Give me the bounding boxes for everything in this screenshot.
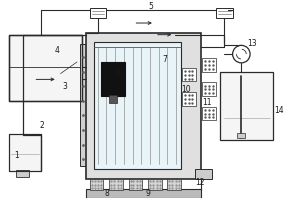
- Text: 6: 6: [116, 69, 121, 78]
- Bar: [195, 169, 212, 179]
- Bar: [101, 62, 125, 96]
- Bar: [202, 82, 216, 96]
- Bar: [202, 107, 216, 120]
- Bar: [16, 170, 29, 177]
- Text: 12: 12: [195, 178, 204, 187]
- Bar: [9, 35, 82, 101]
- Text: 5: 5: [148, 2, 153, 11]
- Text: 7: 7: [163, 55, 167, 64]
- Bar: [9, 35, 82, 101]
- Bar: [148, 179, 162, 190]
- Bar: [9, 134, 41, 171]
- Text: 2: 2: [39, 121, 44, 130]
- Bar: [94, 42, 181, 169]
- Text: 11: 11: [202, 98, 212, 107]
- Bar: [202, 58, 216, 72]
- Bar: [238, 133, 245, 138]
- Text: 13: 13: [247, 39, 257, 48]
- Text: 4: 4: [55, 46, 60, 55]
- Text: 10: 10: [181, 85, 191, 94]
- Text: 8: 8: [104, 189, 109, 198]
- Bar: [182, 92, 196, 106]
- Circle shape: [232, 45, 250, 63]
- Bar: [216, 8, 232, 18]
- Bar: [129, 179, 142, 190]
- Bar: [90, 179, 103, 190]
- Bar: [90, 8, 106, 18]
- Bar: [80, 44, 86, 166]
- Bar: [220, 72, 273, 140]
- Text: 1: 1: [14, 151, 19, 160]
- Bar: [109, 179, 123, 190]
- Text: 14: 14: [274, 106, 284, 115]
- Bar: [9, 134, 41, 171]
- Bar: [182, 68, 196, 81]
- Bar: [86, 189, 200, 198]
- Text: 9: 9: [145, 189, 150, 198]
- Bar: [86, 33, 200, 179]
- Bar: [167, 179, 181, 190]
- Text: 3: 3: [62, 82, 68, 91]
- Bar: [109, 95, 117, 103]
